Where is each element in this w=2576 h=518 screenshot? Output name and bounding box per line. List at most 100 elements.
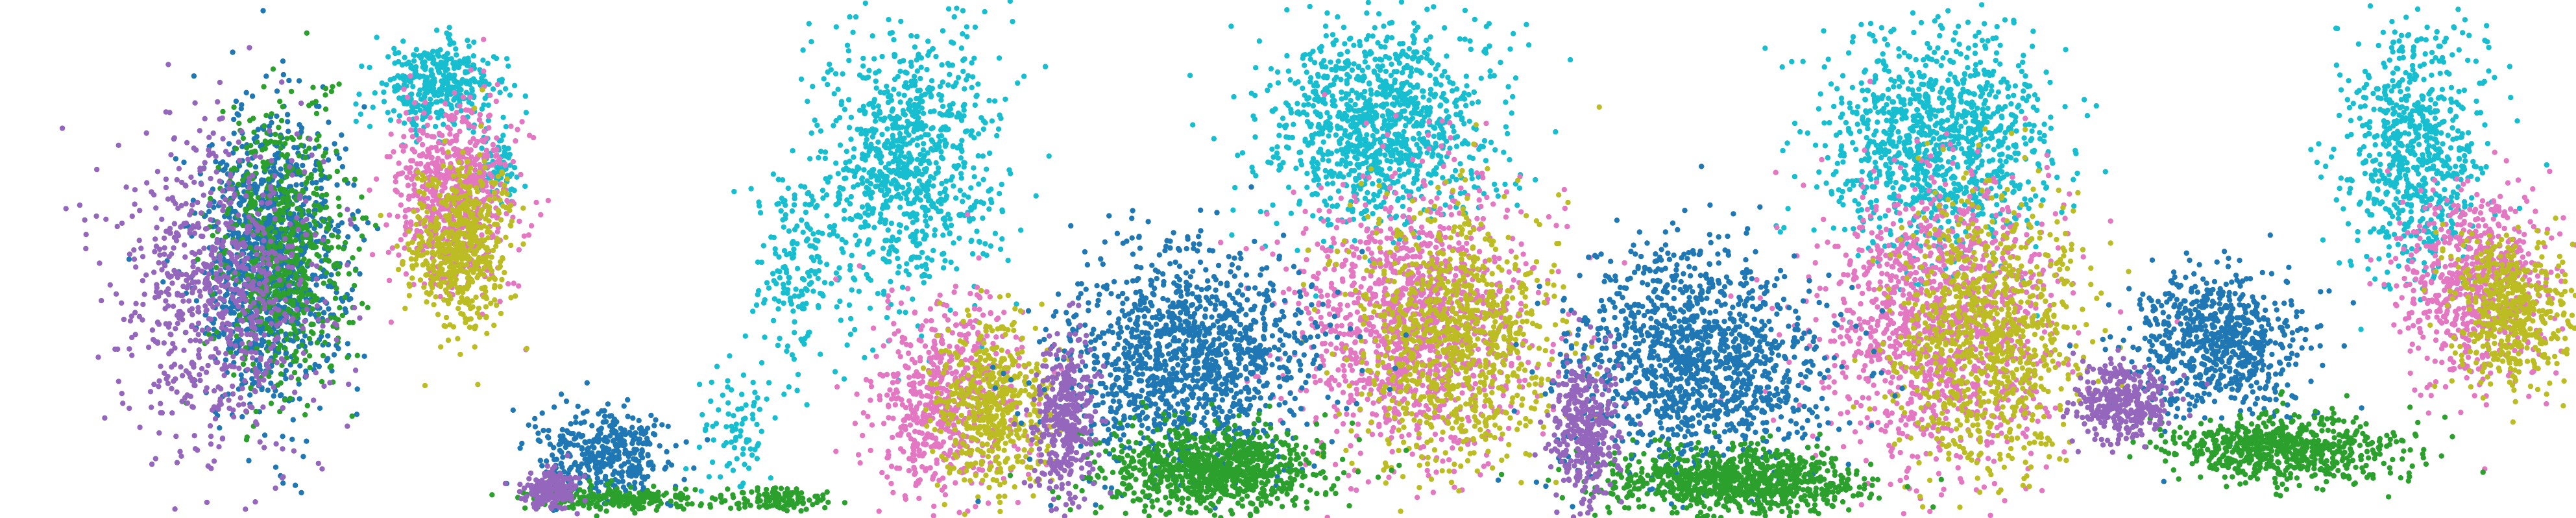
data-point bbox=[480, 79, 485, 84]
data-point bbox=[491, 86, 496, 92]
data-point bbox=[354, 119, 359, 124]
data-point bbox=[775, 343, 781, 348]
data-point bbox=[471, 40, 476, 45]
data-point bbox=[923, 233, 928, 238]
data-point bbox=[851, 146, 857, 151]
data-point bbox=[925, 38, 930, 43]
data-point bbox=[358, 112, 363, 117]
data-point bbox=[1517, 186, 1522, 191]
data-point bbox=[445, 67, 450, 72]
data-point bbox=[1328, 195, 1333, 201]
data-point bbox=[786, 186, 791, 191]
data-point bbox=[900, 285, 905, 290]
data-point bbox=[947, 230, 953, 236]
data-point bbox=[951, 144, 956, 149]
data-point bbox=[359, 64, 364, 69]
data-point bbox=[889, 221, 894, 226]
data-point bbox=[799, 217, 804, 223]
data-point bbox=[781, 225, 786, 230]
data-point bbox=[959, 149, 964, 154]
data-point bbox=[449, 56, 454, 61]
data-point bbox=[839, 246, 844, 251]
data-point bbox=[946, 6, 951, 12]
data-point bbox=[943, 143, 948, 149]
data-point bbox=[958, 155, 964, 160]
data-point bbox=[887, 249, 892, 254]
data-point bbox=[818, 149, 823, 154]
data-point bbox=[929, 93, 934, 98]
data-point bbox=[446, 25, 452, 30]
data-point bbox=[1018, 227, 1023, 232]
data-point bbox=[875, 291, 881, 296]
data-point bbox=[952, 14, 957, 19]
data-point bbox=[959, 138, 964, 143]
data-point bbox=[790, 239, 796, 244]
data-point bbox=[914, 264, 919, 269]
data-point bbox=[879, 54, 884, 59]
data-point bbox=[1006, 167, 1012, 173]
data-point bbox=[808, 280, 814, 285]
data-point bbox=[897, 229, 902, 234]
data-point bbox=[947, 308, 953, 313]
data-point bbox=[523, 93, 528, 99]
data-point bbox=[943, 196, 949, 201]
data-point bbox=[814, 203, 820, 208]
data-point bbox=[918, 123, 923, 129]
data-point bbox=[395, 87, 400, 92]
data-point bbox=[392, 60, 397, 66]
data-point bbox=[890, 108, 895, 114]
data-point bbox=[868, 195, 873, 201]
data-point bbox=[910, 297, 915, 302]
data-point bbox=[483, 95, 488, 101]
data-point bbox=[910, 254, 916, 260]
data-point bbox=[876, 68, 881, 73]
data-point bbox=[486, 103, 491, 108]
data-point bbox=[839, 99, 844, 104]
data-point bbox=[380, 80, 385, 86]
data-point bbox=[890, 133, 895, 138]
data-point bbox=[766, 286, 772, 291]
data-point bbox=[915, 186, 920, 191]
data-point bbox=[802, 336, 807, 341]
data-point bbox=[969, 85, 975, 90]
data-point bbox=[762, 334, 767, 339]
data-point bbox=[759, 428, 764, 434]
data-point bbox=[844, 149, 849, 154]
data-point bbox=[896, 92, 901, 97]
data-point bbox=[404, 78, 409, 83]
data-point bbox=[793, 286, 798, 291]
data-point bbox=[818, 129, 823, 134]
data-point bbox=[863, 157, 868, 162]
data-point bbox=[933, 206, 938, 211]
data-point bbox=[1468, 47, 1474, 52]
data-point bbox=[857, 214, 862, 219]
data-point bbox=[876, 103, 881, 108]
data-point bbox=[444, 31, 449, 36]
data-point bbox=[428, 68, 433, 73]
data-point bbox=[878, 211, 883, 216]
data-point bbox=[928, 216, 933, 221]
data-point bbox=[897, 69, 903, 74]
data-point bbox=[886, 100, 891, 105]
data-point bbox=[766, 380, 772, 385]
data-point bbox=[915, 157, 920, 162]
data-point bbox=[930, 248, 936, 253]
data-point bbox=[1276, 80, 1281, 86]
data-point bbox=[1326, 133, 1331, 138]
data-point bbox=[962, 102, 967, 107]
data-point bbox=[801, 341, 807, 347]
data-point bbox=[971, 204, 977, 210]
data-point bbox=[1476, 99, 1481, 105]
data-point bbox=[847, 158, 852, 164]
data-point bbox=[898, 153, 903, 158]
data-point bbox=[824, 262, 829, 267]
data-point bbox=[978, 115, 984, 120]
data-point bbox=[430, 90, 435, 95]
data-point bbox=[1335, 14, 1340, 19]
data-point bbox=[480, 58, 485, 63]
data-point bbox=[413, 123, 419, 128]
data-point bbox=[1304, 185, 1309, 190]
data-point bbox=[954, 6, 959, 11]
data-point bbox=[883, 217, 888, 223]
